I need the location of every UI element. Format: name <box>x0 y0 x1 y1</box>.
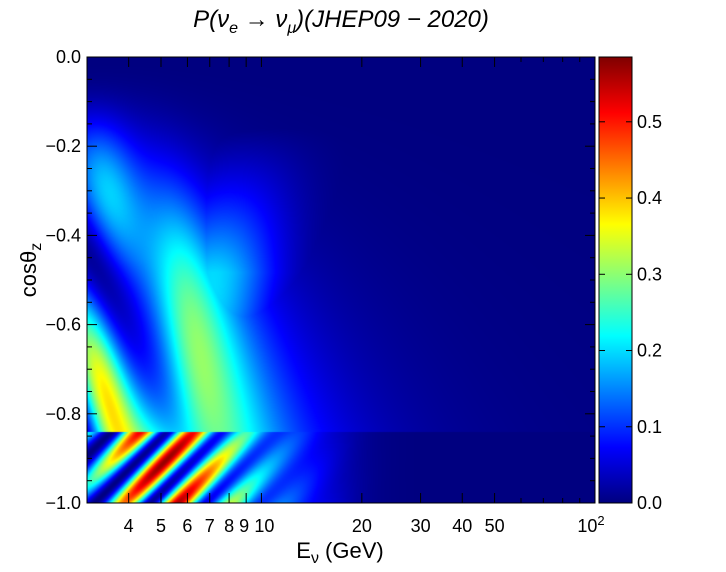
colorbar-tick-label: 0.1 <box>637 417 662 437</box>
colorbar-tick-label: 0.5 <box>637 112 662 132</box>
y-tick-label: −0.8 <box>45 404 81 424</box>
y-tick-label: 0.0 <box>56 47 81 67</box>
title-nu-e: ν <box>217 6 230 33</box>
y-tick-label: −0.2 <box>45 136 81 156</box>
y-tick-label: −1.0 <box>45 493 81 513</box>
title-arrow: → <box>238 6 276 33</box>
colorbar-tick-label: 0.0 <box>637 493 662 513</box>
colorbar <box>599 57 632 503</box>
x-tick-label: 9 <box>239 516 249 536</box>
x-tick-label: 6 <box>182 516 192 536</box>
x-tick-label: 50 <box>485 516 505 536</box>
y-axis-title-sub: z <box>28 243 45 251</box>
x-axis-title-rest: (GeV) <box>319 538 384 563</box>
x-tick-label: 20 <box>352 516 372 536</box>
x-tick-label: 30 <box>411 516 431 536</box>
heatmap-image <box>87 57 595 503</box>
title-sub-e: e <box>229 19 239 37</box>
y-axis-title-main: cosθ <box>16 251 41 297</box>
x-tick-label: 10 <box>254 516 274 536</box>
x-tick-label: 102 <box>577 513 604 536</box>
x-axis-title-main: E <box>296 538 311 563</box>
x-axis: 4 5 6 7 8 9 10 20 30 40 50 102 <box>124 57 605 536</box>
chart-title: P(νe → νμ)(JHEP09 − 2020) <box>86 6 596 39</box>
colorbar-tick-label: 0.3 <box>637 264 662 284</box>
title-prefix: P( <box>193 6 218 33</box>
title-nu-mu: ν <box>275 6 288 33</box>
x-tick-label: 40 <box>452 516 472 536</box>
colorbar-tick-label: 0.2 <box>637 341 662 361</box>
y-tick-label: −0.6 <box>45 315 81 335</box>
colorbar-tick-label: 0.4 <box>637 188 662 208</box>
y-axis-title: cosθz <box>16 243 45 297</box>
x-axis-title: Eν (GeV) <box>296 538 383 567</box>
x-tick-label: 8 <box>224 516 234 536</box>
title-suffix: )(JHEP09 − 2020) <box>296 6 489 33</box>
y-tick-label: −0.4 <box>45 225 81 245</box>
title-sub-mu: μ <box>287 19 297 37</box>
x-tick-label: 7 <box>205 516 215 536</box>
x-tick-label: 5 <box>156 516 166 536</box>
colorbar-axis: 0.0 0.1 0.2 0.3 0.4 0.5 <box>599 112 662 513</box>
x-tick-label: 4 <box>124 516 134 536</box>
x-axis-title-sub: ν <box>311 550 319 567</box>
y-axis: 0.0 −0.2 −0.4 −0.6 −0.8 −1.0 <box>45 47 595 513</box>
colorbar-frame <box>598 56 633 504</box>
